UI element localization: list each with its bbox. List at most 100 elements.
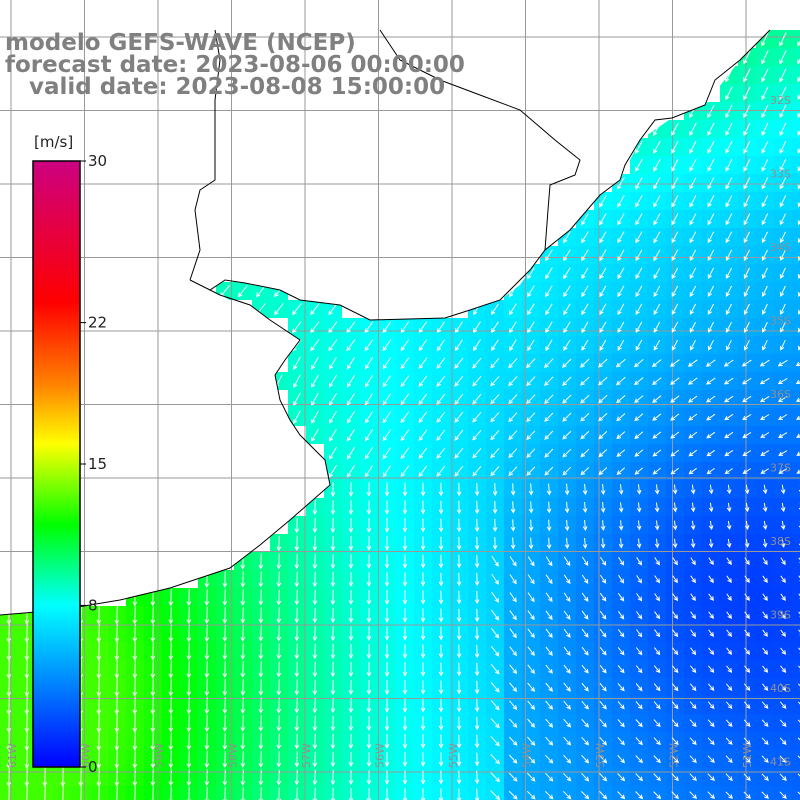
wind-arrow [580,448,590,458]
wind-arrow [438,536,444,551]
wind-arrow [222,571,228,588]
colorbar-tick-label: 8 [88,596,98,614]
wind-arrow [312,643,318,660]
field-cell [792,48,800,66]
wind-arrow [778,450,788,456]
wind-arrow [741,377,752,385]
wind-arrow [420,734,426,749]
wind-arrow [346,321,356,334]
wind-arrow [312,553,318,570]
wind-arrow [617,285,625,298]
wind-arrow [168,588,174,607]
wind-arrow [600,502,606,513]
wind-arrow [132,768,138,787]
wind-arrow [635,303,643,316]
wind-arrow [726,538,732,549]
wind-arrow [402,482,408,497]
wind-arrow [689,195,697,208]
wind-arrow [276,787,282,800]
wind-arrow [384,590,390,605]
wind-arrow [546,519,552,532]
wind-arrow [474,608,480,623]
wind-arrow [726,665,733,674]
wind-arrow [438,752,444,767]
wind-arrow [420,716,426,731]
wind-arrow [652,467,662,475]
wind-arrow [672,557,678,566]
wind-arrow [96,606,102,625]
wind-arrow [762,484,768,495]
latitude-label: 37S [770,462,791,475]
wind-arrow [418,339,428,352]
wind-arrow [366,680,372,695]
wind-arrow [509,700,518,711]
wind-arrow [312,571,318,588]
wind-arrow [292,339,302,352]
wind-arrow [635,285,643,298]
wind-arrow [726,557,732,566]
wind-arrow [132,714,138,733]
wind-arrow [563,556,571,567]
wind-arrow [384,770,390,785]
wind-arrow [798,309,800,315]
wind-arrow [526,466,536,476]
wind-arrow [346,375,356,388]
wind-arrow [168,660,174,679]
wind-arrow [545,303,553,316]
latitude-label: 40S [770,682,791,695]
wind-arrow [599,736,607,746]
wind-arrow [725,195,733,208]
wind-arrow [653,339,661,351]
wind-arrow [346,339,356,352]
wind-arrow [438,590,444,605]
wind-arrow [204,732,210,751]
wind-arrow [779,249,786,262]
wind-arrow [474,482,480,497]
wind-arrow [690,647,697,656]
wind-arrow [599,791,608,800]
wind-arrow [132,696,138,715]
wind-arrow [761,791,769,799]
wind-arrow [798,665,800,672]
wind-arrow [312,499,318,516]
wind-arrow [6,606,12,625]
wind-arrow [6,660,12,679]
wind-arrow [635,683,643,692]
wind-arrow [636,538,642,549]
wind-arrow [724,449,734,457]
wind-arrow [330,661,336,678]
wind-arrow [707,339,714,351]
wind-arrow [491,303,499,316]
wind-arrow [402,644,408,659]
wind-arrow [671,339,679,351]
wind-arrow [402,590,408,605]
wind-arrow [797,219,800,226]
wind-arrow [761,86,769,101]
wind-arrow [222,732,228,751]
wind-arrow [779,231,786,244]
wind-arrow [689,791,698,800]
wind-arrow [454,321,463,334]
wind-arrow [436,447,446,459]
wind-arrow [760,468,769,474]
wind-arrow [456,662,462,677]
wind-arrow [635,213,643,226]
wind-arrow [276,661,282,678]
wind-arrow [490,394,500,405]
wind-arrow [527,664,535,675]
wind-arrow [744,683,751,692]
wind-arrow [509,303,517,316]
wind-arrow [490,357,500,369]
wind-arrow [705,377,716,385]
wind-arrow [617,176,625,190]
wind-arrow [688,449,698,457]
wind-arrow [132,624,138,643]
wind-arrow [24,696,30,715]
wind-arrow [616,467,626,475]
wind-arrow [723,359,734,367]
wind-arrow [204,588,210,607]
wind-arrow [96,624,102,643]
wind-arrow [760,450,770,456]
wind-arrow [563,754,572,764]
wind-arrow [456,590,462,605]
